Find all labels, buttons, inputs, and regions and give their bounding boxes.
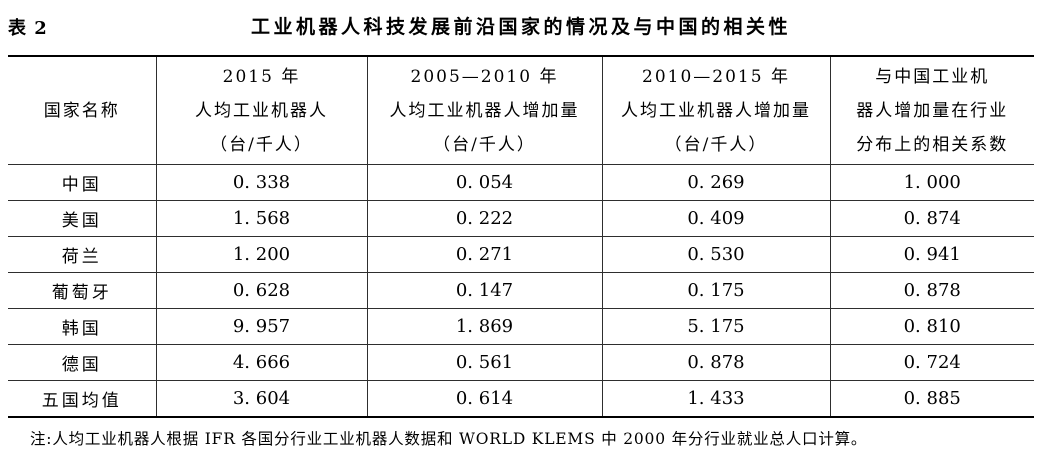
value-cell: 0. 878 [601, 344, 830, 381]
table-title: 工业机器人科技发展前沿国家的情况及与中国的相关性 [250, 16, 791, 38]
header-line: 2015 年 [222, 66, 301, 87]
country-cell: 中国 [8, 164, 156, 201]
header-row: 国家名称 2015 年 人均工业机器人 （台/千人） 2005—2010 年 人… [8, 56, 1034, 165]
col-header-country: 国家名称 [8, 56, 156, 165]
value-cell: 0. 222 [366, 200, 602, 237]
value-cell: 1. 869 [366, 308, 602, 345]
value-cell: 1. 000 [829, 164, 1034, 201]
header-line: 与中国工业机 [875, 66, 990, 87]
table-row-netherlands: 荷兰 1. 200 0. 271 0. 530 0. 941 [8, 236, 1034, 273]
value-cell: 0. 147 [366, 272, 602, 309]
header-line: 国家名称 [43, 100, 120, 121]
table-row-germany: 德国 4. 666 0. 561 0. 878 0. 724 [8, 344, 1034, 381]
header-line: （台/千人） [210, 134, 313, 155]
table-note: 注:人均工业机器人根据 IFR 各国分行业工业机器人数据和 WORLD KLEM… [30, 430, 868, 448]
table-row-portugal: 葡萄牙 0. 628 0. 147 0. 175 0. 878 [8, 272, 1034, 309]
value-cell: 0. 409 [601, 200, 830, 237]
value-cell: 1. 568 [155, 200, 367, 237]
value-cell: 0. 724 [829, 344, 1034, 381]
value-cell: 0. 628 [155, 272, 367, 309]
header-line: 2010—2015 年 [642, 66, 790, 87]
value-cell: 0. 614 [366, 380, 602, 417]
country-cell: 荷兰 [8, 236, 156, 273]
value-cell: 0. 561 [366, 344, 602, 381]
table-row-usa: 美国 1. 568 0. 222 0. 409 0. 874 [8, 200, 1034, 237]
value-cell: 0. 874 [829, 200, 1034, 237]
value-cell: 1. 200 [155, 236, 367, 273]
value-cell: 0. 271 [366, 236, 602, 273]
table-header: 国家名称 2015 年 人均工业机器人 （台/千人） 2005—2010 年 人… [8, 56, 1034, 165]
table-row-korea: 韩国 9. 957 1. 869 5. 175 0. 810 [8, 308, 1034, 345]
country-cell: 葡萄牙 [8, 272, 156, 309]
header-line: 2005—2010 年 [410, 66, 559, 87]
paper-table-page: 表 2 工业机器人科技发展前沿国家的情况及与中国的相关性 国家名称 2015 年… [0, 12, 1042, 458]
country-cell: 五国均值 [41, 391, 122, 411]
header-line: 分布上的相关系数 [856, 134, 1009, 155]
value-cell: 0. 530 [601, 236, 830, 273]
value-cell: 0. 338 [155, 164, 367, 201]
col-header-2015-per-capita: 2015 年 人均工业机器人 （台/千人） [155, 56, 367, 165]
header-line: 器人增加量在行业 [856, 100, 1009, 121]
value-cell: 9. 957 [155, 308, 367, 345]
value-cell: 1. 433 [601, 380, 830, 417]
header-line: （台/千人） [664, 134, 768, 155]
header-line: 人均工业机器人增加量 [389, 100, 580, 121]
value-cell: 5. 175 [601, 308, 830, 345]
value-cell: 0. 269 [601, 164, 830, 201]
col-header-increase-2005-2010: 2005—2010 年 人均工业机器人增加量 （台/千人） [366, 56, 602, 165]
value-cell: 0. 054 [366, 164, 602, 201]
header-line: 人均工业机器人 [195, 100, 328, 121]
country-cell: 德国 [8, 344, 156, 381]
value-cell: 0. 885 [829, 380, 1034, 417]
table-row-china: 中国 0. 338 0. 054 0. 269 1. 000 [8, 164, 1034, 201]
table-body: 中国 0. 338 0. 054 0. 269 1. 000 美国 1. 568… [8, 164, 1034, 417]
value-cell: 0. 941 [829, 236, 1034, 273]
table-label: 表 2 [8, 18, 48, 39]
value-cell: 3. 604 [155, 380, 367, 417]
data-table: 国家名称 2015 年 人均工业机器人 （台/千人） 2005—2010 年 人… [8, 55, 1034, 418]
value-cell: 0. 175 [601, 272, 830, 309]
header-line: （台/千人） [433, 134, 536, 155]
col-header-correlation-with-china: 与中国工业机 器人增加量在行业 分布上的相关系数 [829, 56, 1034, 165]
table-row-five-country-average: 五国均值 3. 604 0. 614 1. 433 0. 885 [8, 380, 1034, 417]
value-cell: 0. 810 [829, 308, 1034, 345]
value-cell: 0. 878 [829, 272, 1034, 309]
col-header-increase-2010-2015: 2010—2015 年 人均工业机器人增加量 （台/千人） [601, 56, 830, 165]
country-cell: 美国 [8, 200, 156, 237]
header-line: 人均工业机器人增加量 [621, 100, 811, 121]
country-cell: 韩国 [8, 308, 156, 345]
table-caption: 表 2 工业机器人科技发展前沿国家的情况及与中国的相关性 [8, 12, 1034, 42]
value-cell: 4. 666 [155, 344, 367, 381]
